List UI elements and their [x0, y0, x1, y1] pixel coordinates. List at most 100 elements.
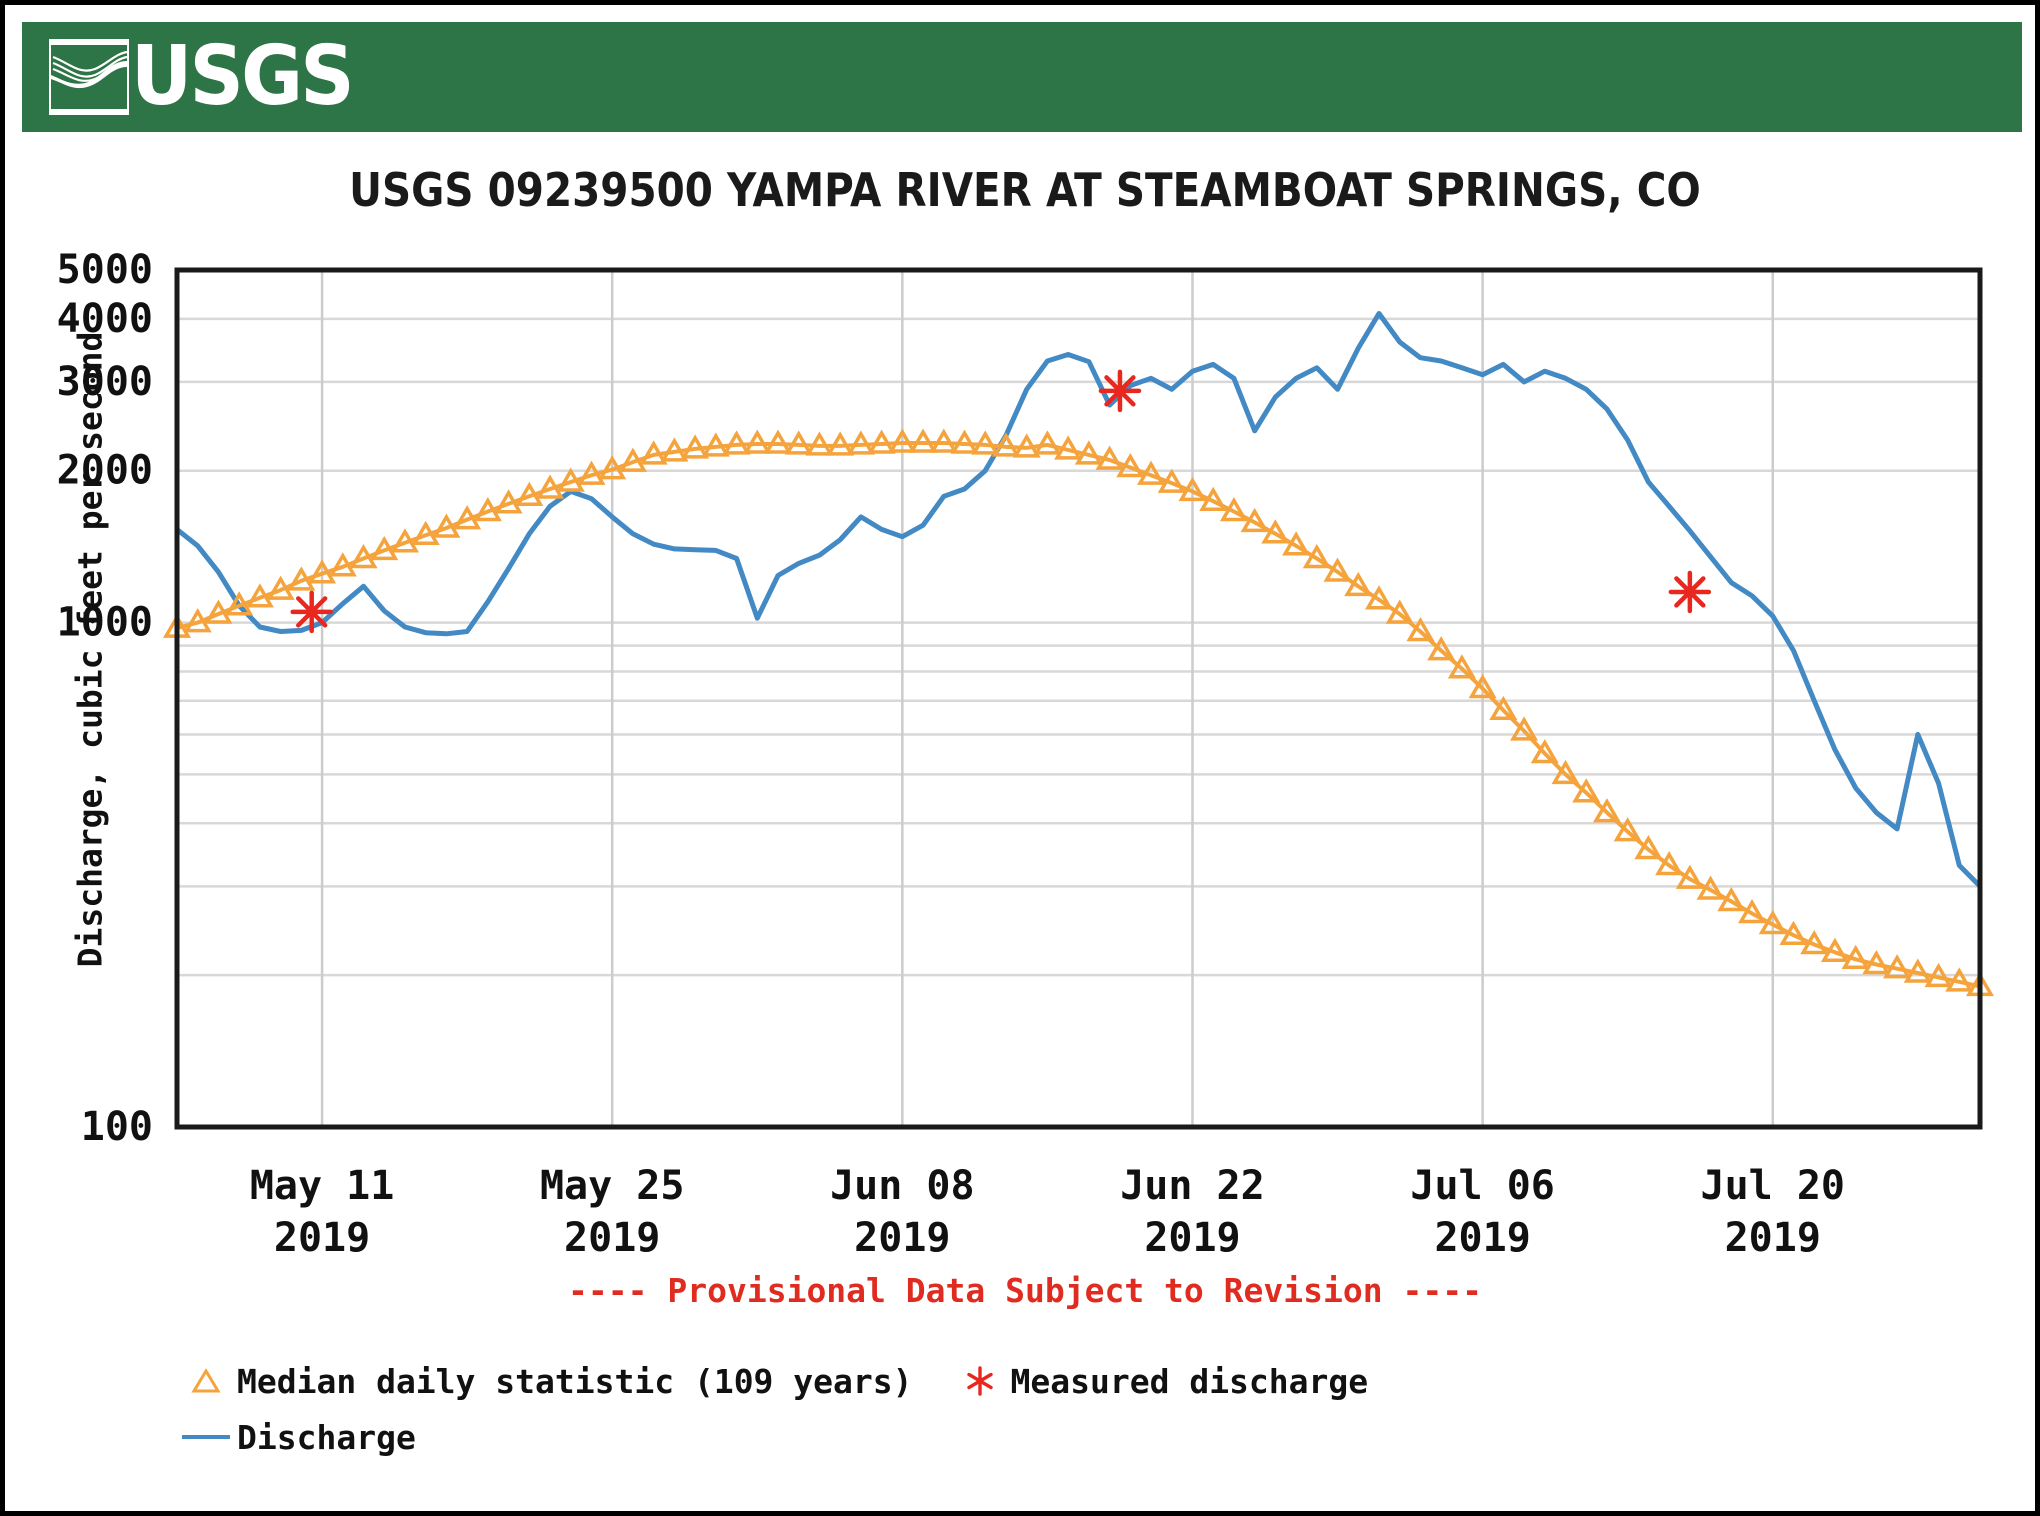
median-statistic-marker [1282, 531, 1311, 556]
median-statistic-marker [1655, 850, 1684, 876]
median-statistic-marker [225, 591, 254, 616]
median-statistic-marker [846, 430, 875, 455]
median-statistic-marker [681, 434, 710, 459]
median-statistic-marker [473, 497, 502, 522]
median-statistic-marker [494, 489, 523, 514]
median-statistic-marker [432, 513, 461, 538]
median-statistic-marker [618, 447, 647, 472]
legend-label-measured-discharge: Measured discharge [1010, 1361, 1369, 1401]
median-statistic-marker [701, 432, 730, 457]
usgs-banner: USGS [22, 22, 2022, 132]
legend-label-median-daily-statistic: Median daily statistic (109 years) [237, 1361, 913, 1401]
median-statistic-marker [660, 437, 689, 462]
median-statistic-marker [1344, 571, 1373, 597]
median-statistic-marker [577, 460, 606, 485]
median-statistic-marker [1157, 468, 1186, 493]
median-statistic-marker [743, 429, 772, 454]
y-tick-label: 1000 [57, 600, 153, 646]
legend-label-discharge: Discharge [237, 1417, 416, 1457]
x-tick-label-date: May 25 [540, 1163, 685, 1209]
median-statistic-marker [287, 566, 316, 591]
legend-row-bottom: Discharge [175, 1409, 1404, 1465]
median-statistic-marker [556, 467, 585, 492]
median-statistic-marker [1841, 944, 1870, 970]
median-statistic-marker [826, 431, 855, 456]
x-tick-label-year: 2019 [564, 1215, 660, 1261]
median-statistic-marker [867, 429, 896, 454]
median-statistic-marker [1095, 445, 1124, 470]
median-statistic-marker [308, 559, 337, 584]
y-tick-label: 5000 [57, 247, 153, 293]
median-statistic-marker [1447, 654, 1476, 679]
median-statistic-marker [1219, 497, 1248, 522]
series-line-median-daily-statistic-years [176, 441, 1981, 989]
x-tick-label-year: 2019 [274, 1215, 370, 1261]
usgs-wave-logo-icon [49, 39, 129, 115]
median-statistic-marker [1758, 910, 1787, 935]
median-statistic-marker [266, 575, 295, 600]
x-tick-label-date: Jul 06 [1410, 1163, 1555, 1209]
measured-discharge-marker [1668, 570, 1712, 614]
series-line-discharge [175, 311, 1982, 889]
y-tick-label: 3000 [57, 359, 153, 405]
measured-discharge-marker [290, 590, 333, 634]
median-statistic-marker [888, 428, 917, 453]
median-statistic-marker [1779, 920, 1808, 945]
measured-discharge-marker [1098, 369, 1142, 413]
plot-frame [174, 267, 1983, 1130]
median-statistic-marker [1551, 759, 1580, 785]
median-statistic-marker [1862, 949, 1891, 975]
x-tick-label-date: Jul 20 [1701, 1163, 1846, 1209]
median-statistic-marker [370, 535, 399, 561]
median-statistic-marker [1240, 507, 1269, 533]
median-statistic-marker [1178, 476, 1207, 502]
median-statistic-marker [1033, 430, 1062, 455]
usgs-wave-svg [49, 39, 129, 115]
line-icon [175, 1430, 237, 1444]
usgs-wordmark: USGS [131, 29, 355, 124]
median-statistic-marker [1489, 695, 1518, 721]
median-statistic-marker [1800, 930, 1829, 955]
median-statistic-marker [1136, 460, 1166, 485]
median-statistic-marker [349, 543, 378, 569]
median-statistic-marker [1054, 435, 1083, 460]
median-statistic-marker [1074, 440, 1103, 465]
median-statistic-marker [245, 583, 274, 608]
y-tick-label: 2000 [57, 448, 153, 494]
median-statistic-marker [1737, 899, 1767, 924]
median-statistic-marker [1945, 967, 1974, 992]
median-statistic-marker [1116, 452, 1145, 478]
median-statistic-marker [1675, 864, 1704, 889]
median-statistic-marker [1903, 958, 1932, 983]
median-statistic-marker [1820, 937, 1849, 963]
x-tick-label-date: Jun 08 [830, 1163, 975, 1209]
x-tick-label-year: 2019 [1434, 1215, 1530, 1261]
y-tick-label: 100 [81, 1104, 153, 1150]
median-statistic-marker [1385, 599, 1414, 624]
triangle-up-open-icon [175, 1366, 237, 1396]
median-statistic-marker [1572, 778, 1601, 803]
median-statistic-marker [411, 520, 440, 545]
chart-title: USGS 09239500 YAMPA RIVER AT STEAMBOAT S… [349, 163, 1701, 217]
x-tick-label-year: 2019 [1725, 1215, 1821, 1261]
usgs-logo[interactable]: USGS [49, 29, 371, 124]
median-statistic-marker [722, 430, 751, 455]
median-statistic-marker [909, 428, 938, 453]
median-statistic-marker [204, 599, 233, 624]
median-statistic-marker [1302, 543, 1331, 569]
median-statistic-marker [971, 430, 1000, 455]
median-statistic-marker [535, 474, 565, 499]
median-statistic-marker [1364, 585, 1394, 610]
median-statistic-marker [1406, 617, 1435, 642]
median-statistic-marker [784, 430, 813, 455]
median-statistic-marker [1634, 834, 1663, 860]
median-statistic-marker [1530, 739, 1559, 764]
median-statistic-marker [950, 429, 979, 454]
x-tick-label-year: 2019 [854, 1215, 950, 1261]
median-statistic-marker [1592, 798, 1622, 823]
median-statistic-marker [1427, 636, 1456, 661]
median-statistic-marker [515, 481, 544, 507]
median-statistic-marker [1261, 519, 1290, 544]
x-tick-label-date: Jun 22 [1120, 1163, 1265, 1209]
